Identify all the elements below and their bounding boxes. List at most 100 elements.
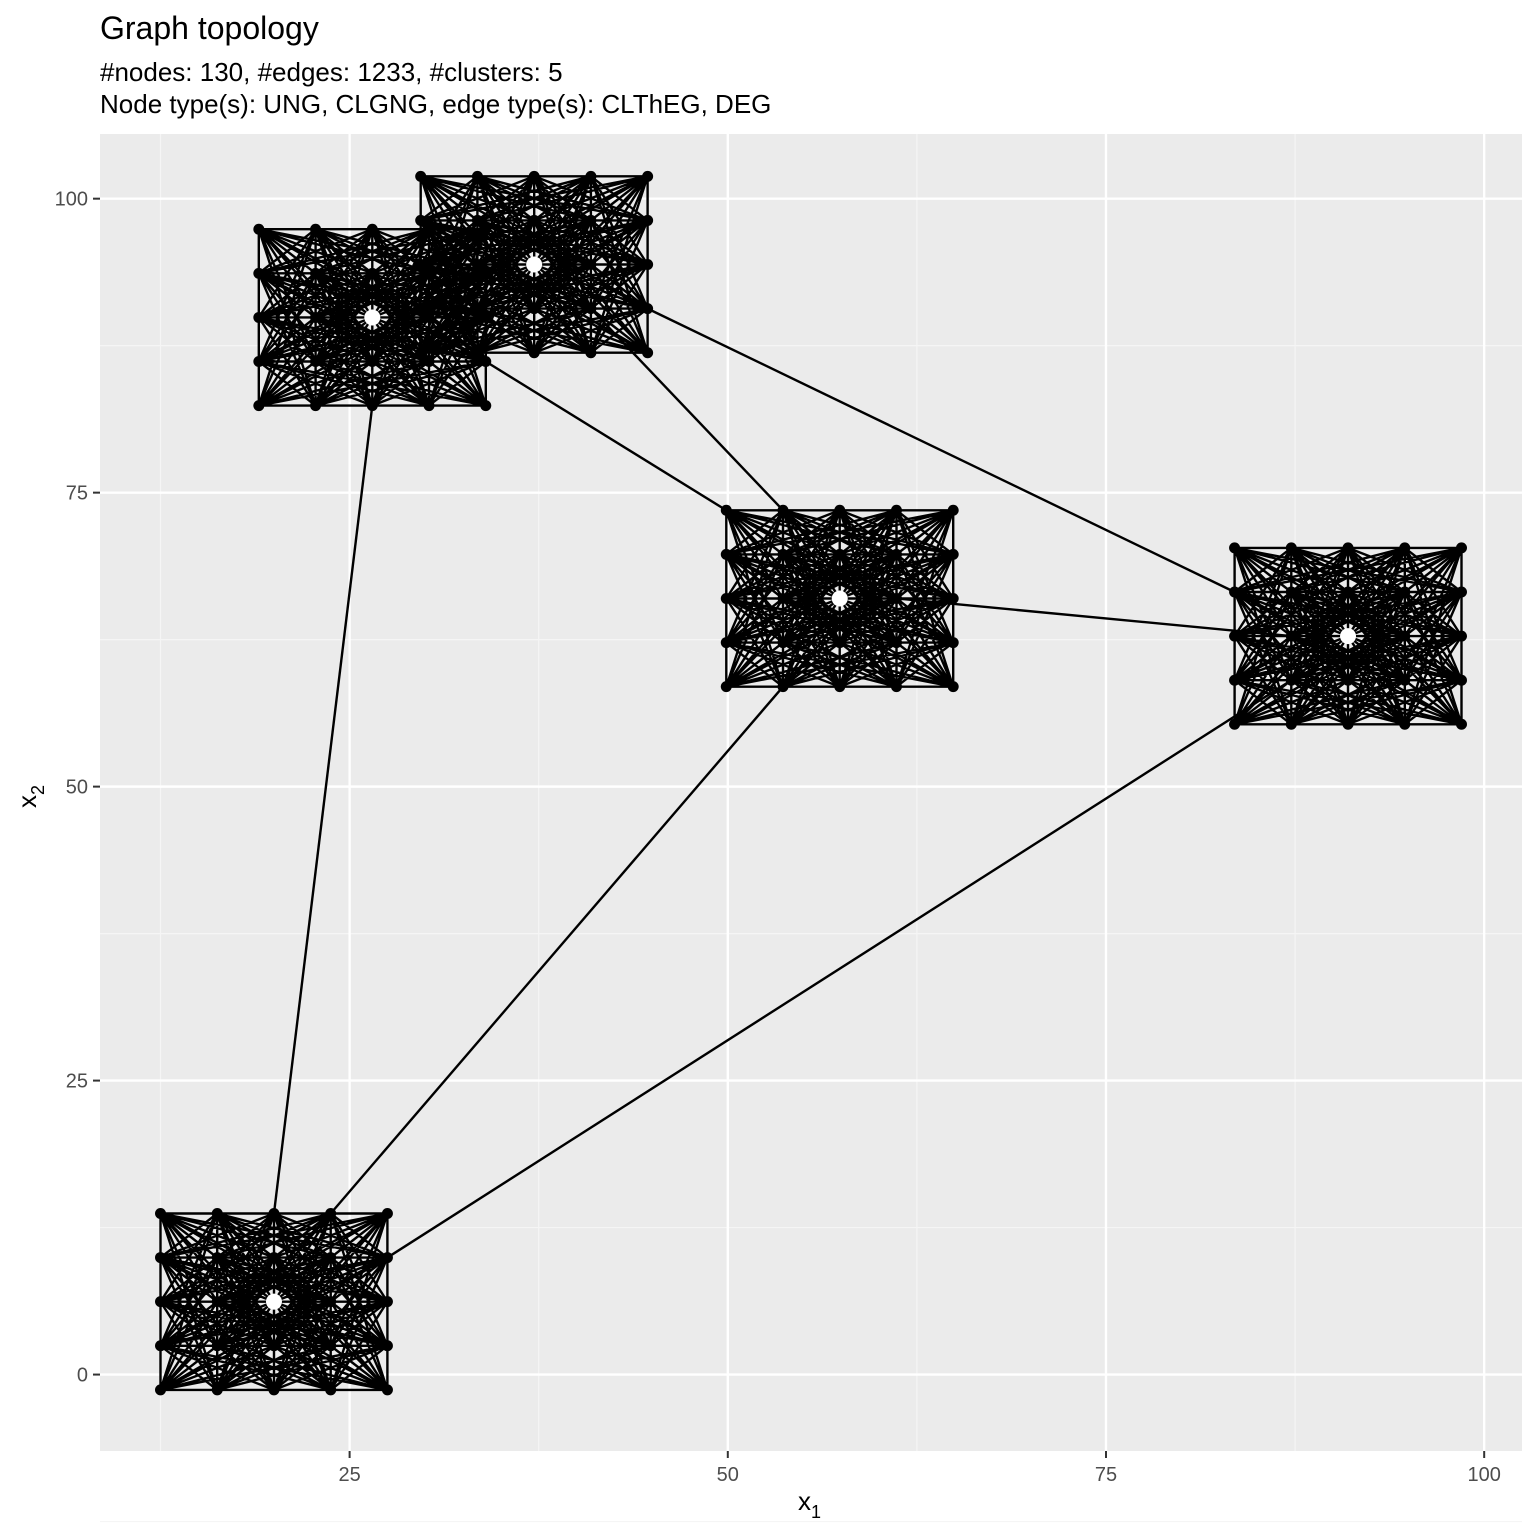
graph-node <box>253 267 265 279</box>
graph-node <box>642 303 654 315</box>
inter-cluster-edge <box>647 307 1236 594</box>
graph-node <box>1285 630 1297 642</box>
graph-node <box>480 400 492 412</box>
graph-node <box>310 400 322 412</box>
cluster-1-center <box>265 1293 282 1310</box>
inter-cluster-edge <box>329 685 784 1215</box>
graph-node <box>381 1384 393 1396</box>
x-axis-label-main: x <box>798 1486 811 1516</box>
graph-node <box>585 214 597 226</box>
x-tick-label: 100 <box>1467 1464 1500 1486</box>
graph-node <box>585 303 597 315</box>
graph-node <box>471 347 483 359</box>
graph-node <box>1229 674 1241 686</box>
graph-node <box>585 259 597 271</box>
graph-node <box>415 259 427 271</box>
graph-node <box>415 214 427 226</box>
graph-node <box>642 347 654 359</box>
graph-node <box>325 1340 337 1352</box>
graph-node <box>528 347 540 359</box>
graph-node <box>366 267 378 279</box>
graph-node <box>423 311 435 323</box>
chart-subtitle-line1: #nodes: 130, #edges: 1233, #clusters: 5 <box>100 57 563 87</box>
graph-node <box>325 1252 337 1264</box>
graph-node <box>415 303 427 315</box>
axis-ticks: 25 50 75 100 0 25 50 75 100 <box>55 189 1501 1486</box>
cluster-4-center <box>831 590 848 607</box>
inter-cluster-edge <box>386 679 1292 1259</box>
graph-node <box>777 592 789 604</box>
inter-cluster-edge <box>896 597 1292 638</box>
graph-node <box>423 400 435 412</box>
y-axis-label-main: x <box>12 795 42 808</box>
graph-node <box>1399 718 1411 730</box>
graph-node <box>1342 674 1354 686</box>
graph-node <box>423 223 435 235</box>
y-axis-label-subscript: 2 <box>28 785 48 795</box>
graph-node <box>310 356 322 368</box>
inter-cluster-edges <box>272 307 1292 1259</box>
x-tick-label: 75 <box>1095 1464 1117 1486</box>
graph-node <box>381 1252 393 1264</box>
graph-node <box>381 1207 393 1219</box>
graph-node <box>155 1296 167 1308</box>
graph-node <box>471 259 483 271</box>
graph-node <box>720 504 732 516</box>
graph-node <box>253 400 265 412</box>
graph-node <box>211 1384 223 1396</box>
graph-node <box>890 504 902 516</box>
graph-node <box>642 259 654 271</box>
graph-node <box>890 637 902 649</box>
graph-node <box>834 681 846 693</box>
graph-node <box>947 681 959 693</box>
graph-node <box>1455 630 1467 642</box>
graph-node <box>325 1296 337 1308</box>
x-tick-label: 50 <box>717 1464 739 1486</box>
cluster-centers <box>265 256 1357 1310</box>
cluster-5-center <box>1340 628 1357 645</box>
graph-node <box>1455 674 1467 686</box>
graph-node <box>253 223 265 235</box>
graph-node <box>310 267 322 279</box>
graph-node <box>1229 630 1241 642</box>
graph-node <box>253 356 265 368</box>
inter-cluster-edge <box>485 360 727 512</box>
graph-node <box>415 170 427 182</box>
graph-node <box>381 1340 393 1352</box>
graph-node <box>585 347 597 359</box>
graph-node <box>1455 586 1467 598</box>
graph-node <box>834 504 846 516</box>
graph-node <box>415 347 427 359</box>
graph-node <box>155 1207 167 1219</box>
x-axis-label: x1 <box>798 1486 821 1522</box>
graph-node <box>1342 718 1354 730</box>
y-tick-label: 75 <box>66 483 88 505</box>
graph-node <box>366 356 378 368</box>
graph-node <box>947 548 959 560</box>
graph-node <box>480 267 492 279</box>
graph-node <box>1229 586 1241 598</box>
graph-node <box>1285 718 1297 730</box>
graph-node <box>1229 718 1241 730</box>
graph-node <box>720 548 732 560</box>
graph-node <box>1285 542 1297 554</box>
graph-node <box>253 311 265 323</box>
graph-node <box>268 1340 280 1352</box>
graph-node <box>1399 630 1411 642</box>
graph-node <box>325 1384 337 1396</box>
graph-node <box>528 214 540 226</box>
chart-subtitle-line2: Node type(s): UNG, CLGNG, edge type(s): … <box>100 89 771 119</box>
graph-node <box>947 637 959 649</box>
graph-node <box>310 311 322 323</box>
graph-node <box>325 1207 337 1219</box>
graph-node <box>211 1340 223 1352</box>
graph-node <box>381 1296 393 1308</box>
y-tick-label: 100 <box>55 189 88 211</box>
graph-node <box>720 637 732 649</box>
graph-node <box>528 303 540 315</box>
graph-node <box>1455 718 1467 730</box>
major-gridlines <box>100 134 1522 1451</box>
graph-node <box>947 504 959 516</box>
graph-node <box>720 681 732 693</box>
graph-node <box>366 223 378 235</box>
